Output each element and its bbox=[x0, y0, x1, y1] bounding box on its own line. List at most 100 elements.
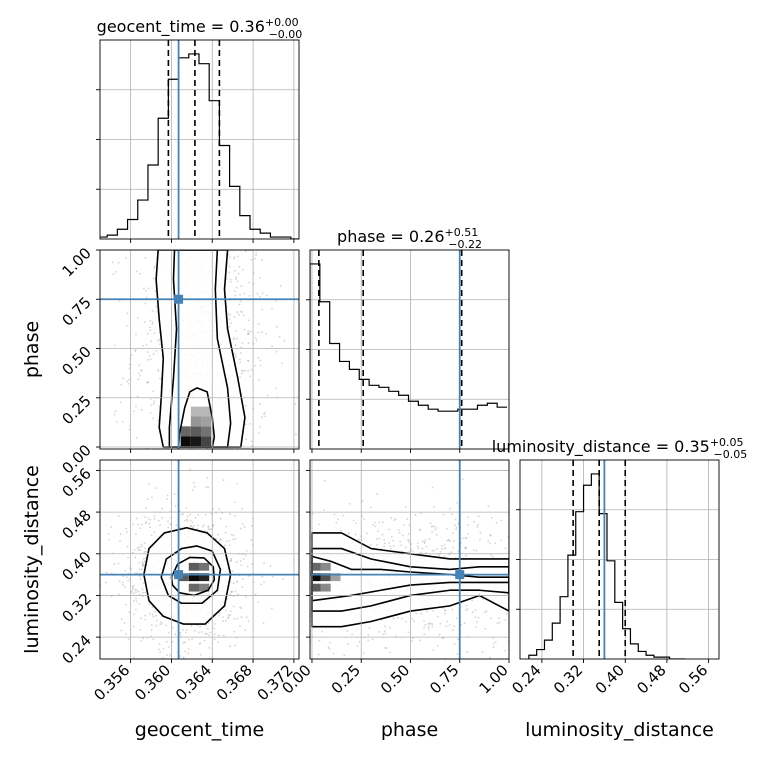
scatter-point bbox=[429, 522, 432, 525]
scatter-point bbox=[228, 325, 231, 328]
scatter-point bbox=[494, 542, 497, 545]
scatter-point bbox=[378, 537, 381, 540]
scatter-point bbox=[113, 563, 116, 566]
scatter-point bbox=[136, 572, 139, 575]
scatter-point bbox=[219, 538, 222, 541]
scatter-point bbox=[152, 390, 154, 393]
scatter-point bbox=[144, 289, 147, 292]
scatter-point bbox=[133, 549, 136, 551]
scatter-point bbox=[150, 623, 153, 626]
scatter-point bbox=[421, 540, 424, 543]
scatter-point bbox=[339, 529, 342, 532]
scatter-point bbox=[505, 612, 508, 615]
scatter-point bbox=[222, 620, 224, 623]
tick-label-geocent_time: 0.356 bbox=[90, 661, 133, 704]
scatter-point bbox=[453, 643, 456, 646]
scatter-point bbox=[152, 638, 155, 641]
scatter-point bbox=[247, 370, 249, 372]
scatter-point bbox=[192, 481, 195, 484]
density-cell bbox=[201, 416, 212, 427]
scatter-point bbox=[203, 639, 206, 642]
scatter-point bbox=[258, 295, 261, 298]
scatter-point bbox=[140, 408, 143, 411]
scatter-point bbox=[392, 539, 395, 542]
scatter-point bbox=[234, 269, 236, 272]
scatter-point bbox=[191, 638, 193, 641]
title-sup-phase: +0.51 bbox=[445, 226, 479, 239]
scatter-point bbox=[148, 354, 151, 357]
scatter-point bbox=[227, 617, 230, 620]
scatter-point bbox=[126, 531, 128, 533]
scatter-point bbox=[241, 507, 243, 510]
scatter-point bbox=[240, 607, 243, 610]
scatter-point bbox=[239, 606, 242, 609]
scatter-point bbox=[154, 610, 156, 613]
scatter-point bbox=[196, 624, 199, 627]
scatter-point bbox=[199, 625, 202, 628]
density-cell bbox=[188, 562, 199, 571]
scatter-point bbox=[228, 539, 231, 542]
scatter-point bbox=[384, 647, 387, 649]
scatter-point bbox=[157, 370, 160, 373]
scatter-point bbox=[423, 541, 426, 544]
scatter-point bbox=[237, 272, 240, 275]
scatter-point bbox=[128, 428, 131, 431]
scatter-point bbox=[400, 544, 403, 547]
density-cell bbox=[320, 573, 331, 582]
scatter-point bbox=[144, 547, 147, 550]
tick-label-phase: 0.50 bbox=[58, 343, 94, 379]
scatter-point bbox=[241, 522, 244, 525]
scatter-point bbox=[144, 256, 147, 259]
scatter-point bbox=[406, 518, 409, 520]
scatter-point bbox=[347, 643, 350, 646]
tick-label-luminosity_distance: 0.40 bbox=[58, 548, 94, 584]
scatter-point bbox=[233, 337, 236, 340]
scatter-point bbox=[333, 513, 336, 516]
scatter-point bbox=[142, 564, 144, 567]
scatter-point bbox=[401, 534, 404, 537]
scatter-point bbox=[271, 345, 273, 348]
scatter-point bbox=[248, 295, 251, 297]
scatter-point bbox=[124, 633, 127, 635]
scatter-point bbox=[245, 404, 247, 407]
title-sup-luminosity_distance: +0.05 bbox=[710, 436, 744, 449]
scatter-point bbox=[185, 507, 188, 510]
scatter-point bbox=[250, 369, 253, 371]
x-axis-label-geocent_time: geocent_time bbox=[135, 719, 264, 741]
scatter-point bbox=[150, 340, 153, 343]
scatter-point bbox=[119, 540, 121, 543]
scatter-point bbox=[346, 630, 349, 632]
scatter-point bbox=[225, 277, 228, 280]
scatter-point bbox=[362, 652, 365, 655]
scatter-point bbox=[411, 617, 414, 620]
density-cell bbox=[188, 573, 199, 582]
scatter-point bbox=[167, 520, 169, 523]
x-axis-label-phase: phase bbox=[381, 719, 438, 741]
scatter-point bbox=[490, 516, 493, 519]
scatter-point bbox=[201, 631, 203, 633]
scatter-point bbox=[446, 620, 448, 623]
scatter-point bbox=[397, 617, 400, 619]
scatter-point bbox=[407, 533, 410, 535]
scatter-point bbox=[153, 265, 156, 268]
scatter-point bbox=[240, 616, 243, 618]
scatter-point bbox=[474, 626, 477, 629]
tick-label-luminosity_distance: 0.40 bbox=[592, 661, 628, 697]
scatter-point bbox=[167, 632, 170, 634]
scatter-point bbox=[242, 268, 244, 271]
panel-2d-geocent_time-luminosity_distance: 0.3560.3600.3640.3680.3720.240.320.400.4… bbox=[58, 459, 300, 704]
scatter-point bbox=[235, 561, 238, 563]
scatter-point bbox=[377, 530, 379, 533]
scatter-point bbox=[137, 590, 140, 593]
scatter-point bbox=[233, 617, 236, 620]
scatter-point bbox=[229, 314, 232, 316]
scatter-point bbox=[127, 556, 130, 559]
scatter-point bbox=[444, 612, 446, 615]
scatter-point bbox=[229, 591, 232, 593]
contour-line-2 bbox=[311, 547, 509, 612]
scatter-point bbox=[207, 622, 210, 624]
scatter-point bbox=[238, 358, 241, 361]
scatter-point bbox=[149, 518, 152, 521]
scatter-point bbox=[477, 515, 480, 518]
scatter-point bbox=[141, 591, 144, 594]
